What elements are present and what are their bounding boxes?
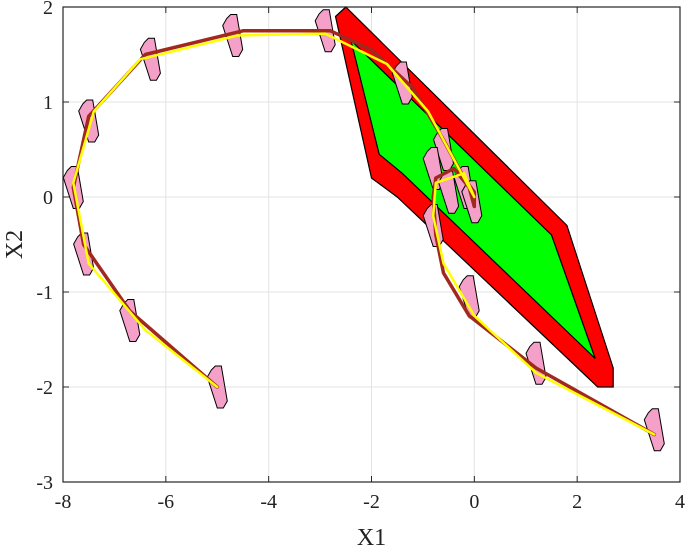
trajectory-line-2 xyxy=(72,32,656,436)
reachable-set-marker xyxy=(139,37,161,81)
y-tick-label: -3 xyxy=(36,472,53,494)
x-tick-label: -6 xyxy=(157,491,174,513)
trajectories xyxy=(71,29,657,437)
reachable-set-marker xyxy=(525,341,547,385)
y-tick-label: -2 xyxy=(36,377,53,399)
reachable-set-marker xyxy=(643,408,665,452)
x-tick-label: 2 xyxy=(572,491,582,513)
x-tick-label: -2 xyxy=(363,491,380,513)
reachable-set-marker xyxy=(119,299,141,342)
x-tick-label: -8 xyxy=(55,491,72,513)
x-tick-label: -4 xyxy=(260,491,277,513)
reachable-set-marker xyxy=(432,128,455,171)
y-tick-label: 0 xyxy=(43,187,53,209)
y-tick-label: -1 xyxy=(36,282,53,304)
ticks: -8 -6 -4 -2 0 2 4 -3 -2 -1 0 1 2 xyxy=(36,0,685,513)
y-axis-label: X2 xyxy=(2,230,28,259)
x-axis-label: X1 xyxy=(357,525,386,549)
y-tick-label: 1 xyxy=(43,92,53,114)
x-tick-label: 4 xyxy=(675,491,685,513)
y-tick-label: 2 xyxy=(43,0,53,19)
x-tick-label: 0 xyxy=(469,491,479,513)
